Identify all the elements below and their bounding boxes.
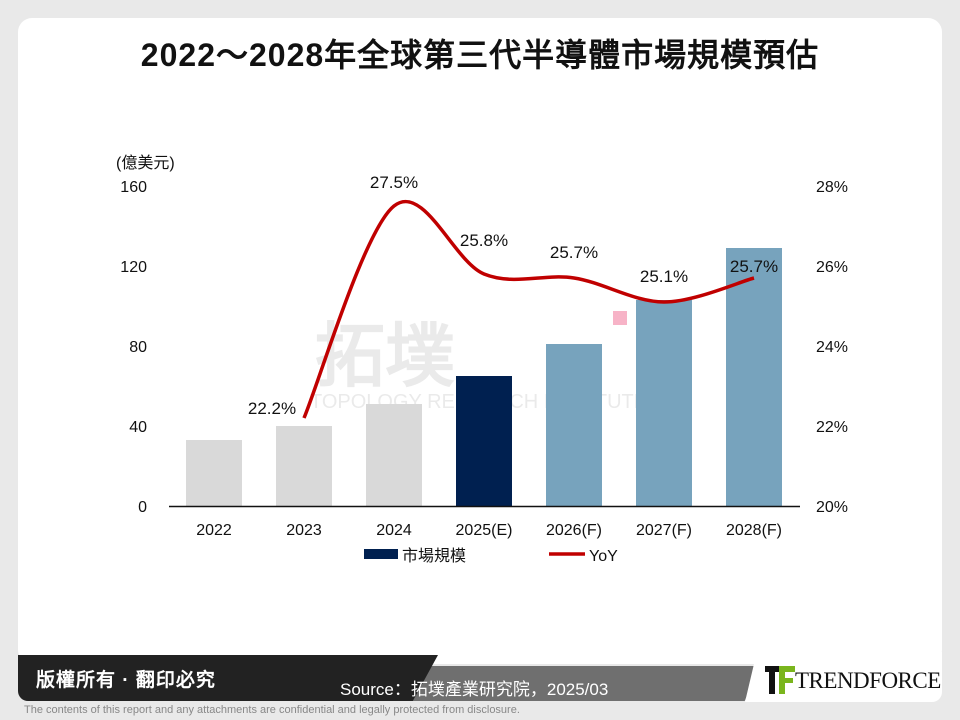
trendforce-logo [745, 652, 942, 702]
right-y-tick-label: 20% [816, 499, 848, 516]
x-tick-label: 2023 [286, 522, 322, 539]
slide-card [18, 18, 942, 664]
legend-bar-label: 市場規模 [402, 547, 466, 565]
left-y-tick-label: 160 [120, 179, 147, 196]
yoy-data-label: 25.1% [640, 267, 688, 286]
bar-2023 [276, 426, 332, 506]
x-tick-label: 2026(F) [546, 522, 602, 539]
legend: 市場規模 YoY [364, 547, 618, 565]
bar-2025(E) [456, 376, 512, 506]
yoy-data-label: 25.7% [730, 257, 778, 276]
bar-2024 [366, 404, 422, 506]
yoy-data-label: 25.7% [550, 243, 598, 262]
x-tick-label: 2024 [376, 522, 412, 539]
right-y-tick-label: 22% [816, 419, 848, 436]
bar-2028(F) [726, 248, 782, 506]
left-y-tick-label: 80 [129, 339, 147, 356]
watermark-dot [613, 311, 627, 325]
right-y-tick-label: 28% [816, 179, 848, 196]
left-y-tick-label: 120 [120, 259, 147, 276]
svg-text:拓墣: 拓墣 [315, 317, 455, 395]
yoy-data-label: 25.8% [460, 231, 508, 250]
bar-2026(F) [546, 344, 602, 506]
source-text: Source：拓墣產業研究院，2025/03 [340, 680, 609, 699]
left-y-tick-label: 0 [138, 499, 147, 516]
x-tick-label: 2022 [196, 522, 232, 539]
right-y-tick-label: 24% [816, 339, 848, 356]
legend-line-label: YoY [589, 548, 618, 565]
x-tick-label: 2025(E) [456, 522, 513, 539]
x-tick-label: 2027(F) [636, 522, 692, 539]
right-y-tick-label: 26% [816, 259, 848, 276]
copyright-banner: 版權所有 · 翻印必究 [18, 655, 438, 701]
bar-2027(F) [636, 300, 692, 506]
yoy-data-label: 27.5% [370, 173, 418, 192]
left-axis-unit: (億美元) [116, 154, 175, 172]
legend-bar-swatch [364, 549, 398, 559]
disclaimer: The contents of this report and any atta… [24, 704, 520, 716]
yoy-data-label: 22.2% [248, 399, 296, 418]
trendforce-logo-text: TRENDFORCE [795, 668, 941, 693]
bar-2022 [186, 440, 242, 506]
chart-title: 2022～2028年全球第三代半導體市場規模預估 [140, 37, 820, 73]
yoy-line [302, 199, 755, 419]
x-tick-label: 2028(F) [726, 522, 782, 539]
trendforce-logo-icon [765, 666, 795, 694]
left-y-tick-label: 40 [129, 419, 147, 436]
copyright-text: 版權所有 · 翻印必究 [36, 670, 216, 691]
